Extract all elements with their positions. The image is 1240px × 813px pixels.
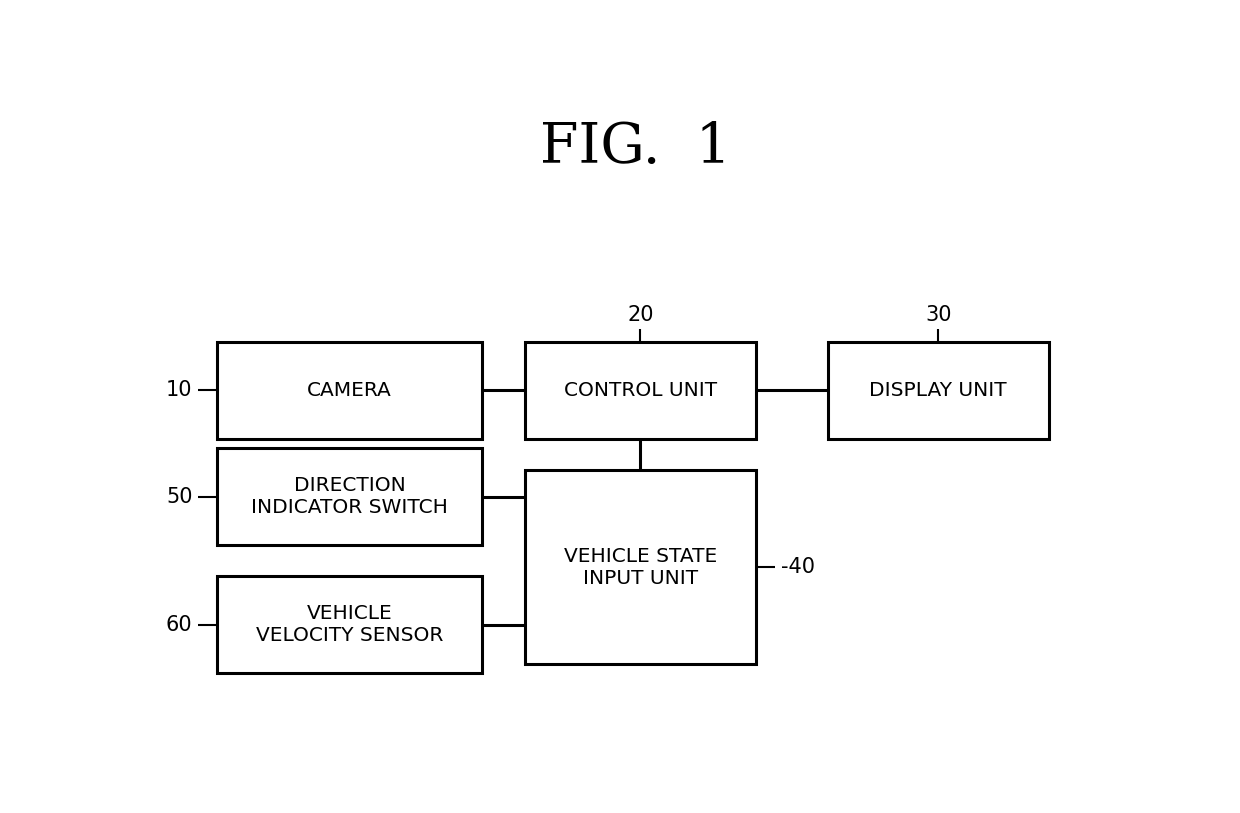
Bar — [217, 448, 481, 546]
Text: CONTROL UNIT: CONTROL UNIT — [564, 380, 717, 400]
Text: -40: -40 — [781, 557, 815, 577]
Text: 30: 30 — [925, 306, 951, 325]
Text: 20: 20 — [627, 306, 653, 325]
Bar — [525, 470, 755, 664]
Text: FIG.  1: FIG. 1 — [539, 120, 732, 175]
Text: CAMERA: CAMERA — [308, 380, 392, 400]
Text: DISPLAY UNIT: DISPLAY UNIT — [869, 380, 1007, 400]
Text: 60: 60 — [166, 615, 192, 635]
Bar — [217, 341, 481, 439]
Text: DIRECTION
INDICATOR SWITCH: DIRECTION INDICATOR SWITCH — [252, 476, 448, 517]
Text: 10: 10 — [166, 380, 192, 400]
Text: VEHICLE
VELOCITY SENSOR: VEHICLE VELOCITY SENSOR — [255, 605, 443, 646]
Text: VEHICLE STATE
INPUT UNIT: VEHICLE STATE INPUT UNIT — [564, 546, 717, 588]
Bar — [828, 341, 1049, 439]
Bar — [217, 576, 481, 673]
Bar — [525, 341, 755, 439]
Text: 50: 50 — [166, 487, 192, 506]
